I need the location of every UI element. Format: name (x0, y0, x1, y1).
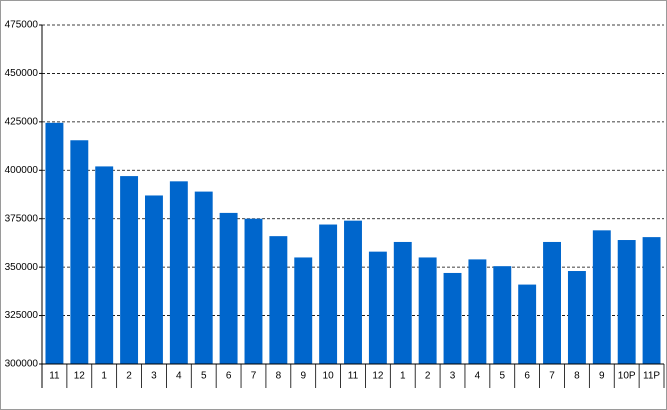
bar (518, 284, 537, 364)
bar (642, 237, 661, 364)
bar (567, 271, 586, 364)
y-tick-label: 475000 (5, 20, 39, 31)
bar (145, 195, 163, 364)
x-tick-label: 3 (450, 371, 456, 382)
bar (294, 257, 313, 364)
bar (194, 191, 213, 364)
bar (219, 212, 238, 364)
x-tick-label: 8 (574, 371, 580, 382)
bar (95, 166, 114, 364)
x-tick-label: 10P (618, 371, 636, 382)
x-tick-label: 7 (251, 371, 257, 382)
x-tick-label: 5 (201, 371, 207, 382)
x-tick-label: 1 (101, 371, 107, 382)
bar (70, 140, 89, 364)
x-tick-label: 12 (372, 371, 384, 382)
x-tick-label: 10 (323, 371, 335, 382)
x-tick-label: 1 (400, 371, 406, 382)
x-tick-label: 5 (499, 371, 505, 382)
x-tick-label: 2 (425, 371, 431, 382)
x-tick-label: 8 (276, 371, 282, 382)
bar (468, 259, 487, 364)
bar (418, 257, 437, 364)
y-tick-label: 300000 (5, 359, 39, 370)
bar (393, 241, 412, 364)
bar (493, 266, 512, 364)
x-tick-label: 9 (599, 371, 605, 382)
x-tick-label: 6 (226, 371, 232, 382)
x-tick-label: 11P (643, 371, 660, 382)
bar (592, 230, 611, 364)
bar (543, 241, 561, 364)
y-tick-label: 400000 (5, 165, 39, 176)
x-tick-label: 6 (524, 371, 530, 382)
bar (344, 220, 362, 364)
x-tick-label: 11 (49, 371, 60, 382)
x-tick-label: 12 (74, 371, 86, 382)
y-tick-label: 425000 (5, 116, 39, 127)
bar (169, 181, 188, 364)
x-tick-label: 7 (549, 371, 555, 382)
bar (269, 236, 288, 364)
bar (244, 218, 263, 364)
y-tick-label: 450000 (5, 68, 39, 79)
bar (617, 240, 636, 364)
x-tick-label: 3 (151, 371, 157, 382)
y-tick-label: 325000 (5, 310, 39, 321)
x-tick-label: 9 (300, 371, 306, 382)
bar (443, 272, 462, 364)
bar (319, 224, 338, 364)
y-tick-label: 375000 (5, 213, 39, 224)
x-tick-label: 2 (126, 371, 132, 382)
bar (368, 251, 387, 364)
y-tick-label: 350000 (5, 262, 39, 273)
x-tick-label: 11 (348, 371, 359, 382)
bar (120, 176, 139, 364)
bar (45, 122, 64, 364)
x-tick-label: 4 (176, 371, 182, 382)
x-tick-label: 4 (475, 371, 481, 382)
